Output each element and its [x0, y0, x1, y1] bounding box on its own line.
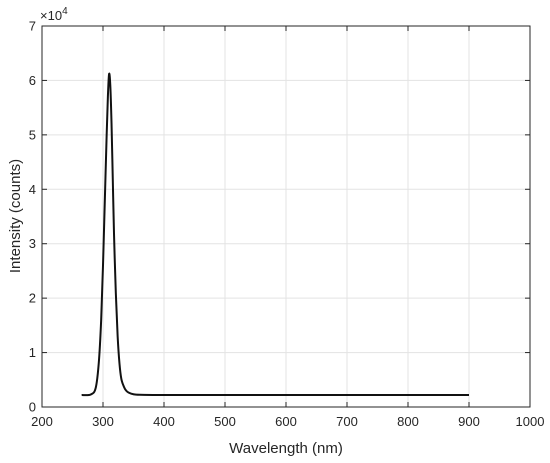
tick-labels-layer: 200 300 400 500 600 700 800 900 1000 0 1 2 3 4 5 6 7	[29, 19, 545, 430]
y-exponent-power: 4	[62, 6, 68, 17]
y-tick-label: 5	[29, 127, 36, 142]
x-tick-label: 700	[336, 414, 358, 429]
y-tick-label: 1	[29, 345, 36, 360]
x-tick-label: 500	[214, 414, 236, 429]
y-tick-label: 4	[29, 182, 36, 197]
x-tick-label: 1000	[516, 414, 545, 429]
x-tick-label: 300	[92, 414, 114, 429]
y-axis-label: Intensity (counts)	[7, 159, 24, 273]
x-tick-label: 600	[275, 414, 297, 429]
y-tick-label: 7	[29, 19, 36, 34]
y-exponent-base: ×10	[40, 8, 62, 23]
x-tick-label: 200	[31, 414, 53, 429]
x-tick-label: 800	[397, 414, 419, 429]
y-tick-label: 2	[29, 291, 36, 306]
grid	[42, 26, 530, 407]
intensity-series-line	[81, 72, 469, 397]
series-layer	[81, 72, 469, 397]
y-exponent-label: ×104	[40, 6, 68, 23]
x-tick-label: 900	[458, 414, 480, 429]
y-tick-label: 0	[29, 400, 36, 415]
y-tick-label: 3	[29, 236, 36, 251]
x-axis-label: Wavelength (nm)	[229, 440, 343, 457]
ticks-layer	[41, 25, 531, 408]
x-tick-label: 400	[153, 414, 175, 429]
y-tick-label: 6	[29, 73, 36, 88]
